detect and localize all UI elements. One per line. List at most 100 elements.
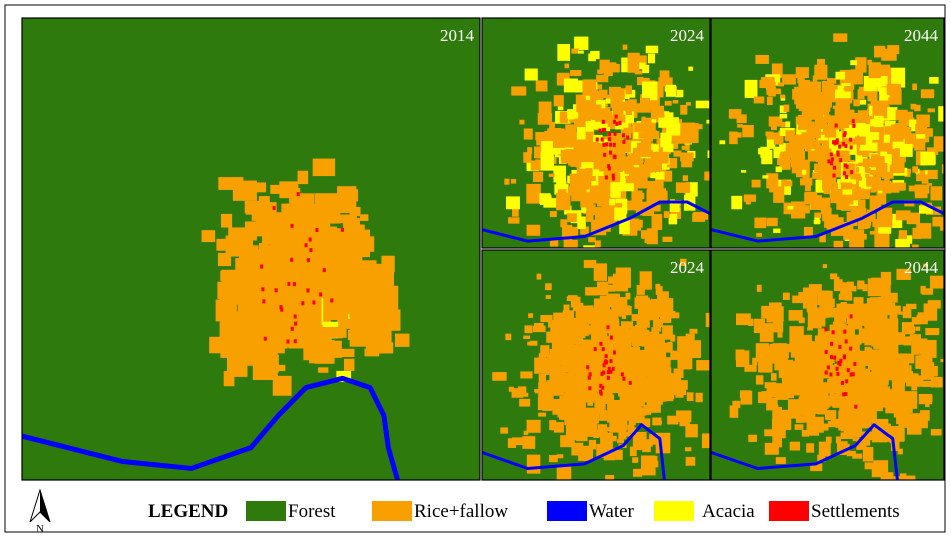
land-patch [795, 424, 804, 430]
land-patch [871, 156, 884, 167]
land-patch [220, 287, 232, 305]
land-patch [647, 392, 661, 413]
settlement [613, 143, 616, 147]
land-patch [904, 336, 912, 345]
land-patch [865, 174, 869, 178]
land-patch [586, 122, 601, 130]
land-patch [924, 303, 938, 320]
land-patch [525, 69, 538, 81]
land-patch [346, 303, 357, 314]
land-patch [873, 314, 887, 329]
land-patch [504, 179, 509, 185]
land-patch [587, 402, 593, 406]
land-patch [588, 144, 599, 154]
land-patch [805, 186, 811, 192]
land-patch [670, 335, 675, 342]
land-patch [887, 84, 898, 92]
land-patch [541, 141, 553, 158]
land-patch [256, 217, 270, 235]
land-patch [878, 359, 887, 367]
map-panel [482, 18, 725, 265]
land-patch [916, 327, 921, 331]
land-patch [814, 213, 821, 219]
land-patch [571, 443, 583, 456]
land-patch [526, 184, 541, 204]
land-patch [655, 284, 660, 289]
land-patch [819, 442, 831, 457]
land-patch [915, 124, 927, 134]
land-patch [622, 315, 626, 319]
land-patch [780, 114, 788, 119]
land-patch [549, 455, 558, 462]
land-patch [561, 150, 574, 164]
land-patch [756, 343, 769, 362]
panel-label: 2044 [904, 26, 939, 45]
settlement [610, 336, 613, 340]
land-patch [681, 155, 692, 167]
land-patch [226, 235, 246, 256]
land-patch [862, 284, 867, 291]
land-patch [540, 345, 549, 354]
land-patch [693, 212, 708, 220]
map-panel [711, 250, 951, 494]
land-patch [642, 378, 652, 390]
land-patch [229, 280, 238, 285]
settlement [608, 132, 611, 136]
land-patch [576, 429, 587, 441]
land-patch [811, 113, 824, 120]
settlement [844, 163, 847, 167]
land-patch [511, 179, 516, 184]
settlement [297, 192, 300, 196]
land-patch [927, 183, 932, 186]
land-patch [807, 341, 814, 349]
land-patch [639, 63, 645, 70]
land-patch [913, 419, 928, 428]
land-patch [524, 128, 533, 139]
settlement [854, 405, 857, 409]
legend-label: Forest [288, 501, 336, 522]
settlement [838, 345, 841, 349]
land-patch [673, 100, 679, 103]
land-patch [862, 151, 869, 157]
settlement [850, 314, 853, 318]
settlement [273, 206, 276, 210]
land-patch [870, 231, 877, 234]
settlement [844, 131, 847, 135]
land-patch [574, 37, 588, 50]
settlement [309, 237, 312, 241]
land-patch [884, 135, 890, 143]
land-patch [805, 147, 811, 152]
settlement [293, 282, 296, 286]
land-patch [896, 428, 905, 440]
land-patch [266, 263, 275, 270]
settlement [615, 115, 618, 119]
land-patch [639, 389, 647, 400]
land-patch [853, 297, 863, 305]
settlement [607, 164, 610, 168]
land-patch [776, 457, 786, 464]
land-patch [344, 359, 354, 371]
settlement [830, 152, 833, 156]
land-patch [813, 76, 817, 82]
land-patch [912, 166, 918, 172]
land-patch [319, 233, 340, 259]
settlement [608, 137, 611, 141]
land-patch [686, 334, 695, 344]
land-patch [656, 421, 662, 424]
legend-title: LEGEND [148, 501, 228, 522]
land-patch [608, 276, 615, 283]
land-patch [318, 367, 328, 372]
settlement [599, 390, 602, 394]
land-patch [570, 137, 575, 144]
land-patch [796, 417, 804, 423]
land-patch [665, 101, 672, 106]
land-patch [686, 102, 691, 105]
land-patch [922, 360, 929, 369]
land-patch [652, 214, 663, 230]
land-patch [771, 373, 777, 381]
settlement [294, 315, 297, 319]
land-patch [647, 228, 658, 244]
land-patch [766, 82, 775, 95]
land-patch [790, 442, 800, 451]
settlement [294, 322, 297, 326]
